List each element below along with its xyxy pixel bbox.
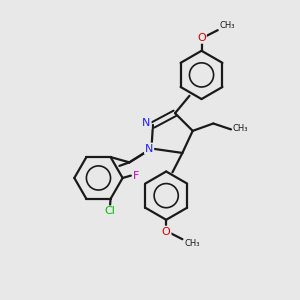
Text: F: F (133, 171, 139, 181)
Text: CH₃: CH₃ (219, 21, 235, 30)
Text: CH₃: CH₃ (184, 239, 200, 248)
Text: Cl: Cl (104, 206, 116, 216)
Text: O: O (197, 33, 206, 43)
Text: N: N (142, 118, 151, 128)
Text: CH₃: CH₃ (232, 124, 248, 133)
Text: O: O (162, 226, 171, 237)
Text: N: N (145, 143, 153, 154)
